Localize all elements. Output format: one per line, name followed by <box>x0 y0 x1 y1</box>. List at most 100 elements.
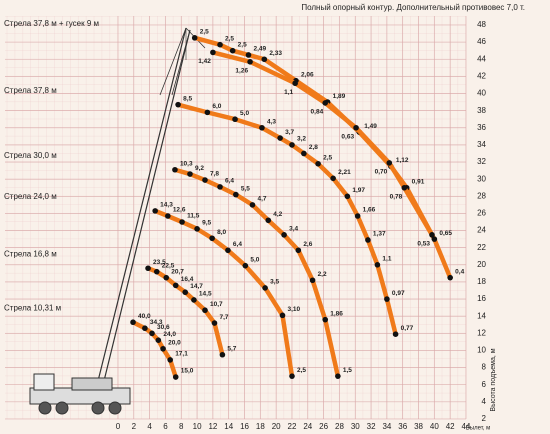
point-label: 2,8 <box>309 144 318 151</box>
y-tick-label: 32 <box>477 157 486 166</box>
boom-label: Стрела 37,8 м + гусек 9 м <box>4 19 99 28</box>
point <box>172 166 178 173</box>
point <box>211 320 218 326</box>
y-tick-label: 44 <box>477 54 486 63</box>
point <box>353 124 359 131</box>
point <box>175 101 181 108</box>
x-tick-label: 30 <box>351 422 360 431</box>
y-tick-label: 30 <box>477 174 486 183</box>
point <box>261 56 268 63</box>
point-label: 1,49 <box>364 123 377 130</box>
point <box>289 373 295 379</box>
y-tick-label: 38 <box>477 106 486 115</box>
point-label: 5,0 <box>240 110 249 117</box>
point <box>130 319 136 326</box>
point <box>330 175 336 182</box>
point-label: 7,7 <box>219 314 228 321</box>
point-label: 1,89 <box>333 93 346 100</box>
point <box>242 262 249 269</box>
point <box>289 142 295 148</box>
y-axis-label: Высота подъема, м <box>490 348 497 411</box>
point-label: 2,6 <box>303 241 312 248</box>
point <box>315 160 321 167</box>
y-tick-label: 4 <box>482 397 487 406</box>
point <box>210 49 216 56</box>
point <box>194 226 200 232</box>
point-label: 0,78 <box>390 193 403 200</box>
y-tick-label: 12 <box>477 328 486 337</box>
y-tick-label: 14 <box>477 311 486 320</box>
point <box>163 274 170 281</box>
point <box>279 312 286 319</box>
point <box>365 237 371 243</box>
y-tick-label: 42 <box>477 72 486 81</box>
point <box>167 357 173 363</box>
point-label: 4,7 <box>257 196 266 203</box>
point-label: 2,49 <box>254 46 267 53</box>
point-label: 9,2 <box>195 165 204 172</box>
x-tick-label: 14 <box>224 422 233 431</box>
point-label: 22,5 <box>162 262 175 269</box>
point <box>191 297 197 303</box>
y-tick-label: 10 <box>477 346 486 355</box>
point <box>217 41 223 48</box>
y-tick-label: 22 <box>477 243 486 252</box>
y-tick-label: 48 <box>477 20 486 29</box>
crane <box>29 27 206 415</box>
x-tick-label: 16 <box>240 422 249 431</box>
point-label: 2,21 <box>338 169 351 176</box>
x-tick-label: 22 <box>288 422 297 431</box>
y-tick-label: 20 <box>477 260 486 269</box>
point-label: 24,0 <box>163 331 176 338</box>
point-label: 14,7 <box>190 283 203 290</box>
point <box>401 184 408 191</box>
point-label: 1,26 <box>235 68 248 75</box>
point-label: 1,1 <box>284 89 293 96</box>
point-label: 40,0 <box>138 313 151 320</box>
point <box>160 345 166 352</box>
point <box>429 232 435 238</box>
point-label: 1,12 <box>396 157 409 164</box>
point <box>277 135 283 141</box>
point-label: 4,3 <box>267 119 276 126</box>
y-tick-label: 36 <box>477 123 486 132</box>
point <box>447 274 453 281</box>
point <box>187 171 193 177</box>
x-tick-label: 18 <box>256 422 265 431</box>
point <box>202 177 208 183</box>
point <box>217 184 223 190</box>
point <box>322 316 329 323</box>
y-tick-label: 2 <box>482 414 487 423</box>
point-label: 15,0 <box>181 368 194 375</box>
boom-label: Стрела 24,0 м <box>4 192 57 201</box>
point-label: 2,33 <box>269 50 282 57</box>
point-label: 30,6 <box>157 324 170 331</box>
point <box>374 262 381 268</box>
point-label: 4,2 <box>273 211 282 218</box>
point-label: 2,5 <box>297 367 306 374</box>
point <box>354 213 361 219</box>
point <box>204 109 211 116</box>
point <box>149 330 155 337</box>
point-label: 0,53 <box>417 241 430 248</box>
boom-label: Стрела 10,31 м <box>4 303 61 312</box>
point-label: 20,0 <box>168 339 181 346</box>
point-label: 1,5 <box>343 367 352 374</box>
point <box>386 160 393 166</box>
point-label: 17,1 <box>175 351 188 358</box>
point <box>179 219 185 225</box>
x-tick-label: 44 <box>462 422 471 431</box>
y-tick-label: 26 <box>477 209 486 218</box>
point <box>191 35 198 41</box>
point-label: 5,7 <box>227 345 236 352</box>
point <box>384 296 390 302</box>
curve <box>154 208 295 377</box>
point <box>259 124 265 131</box>
point-label: 0,70 <box>375 169 388 176</box>
point <box>155 337 162 344</box>
point <box>153 268 160 275</box>
point-label: 14,5 <box>199 291 212 298</box>
point <box>172 374 179 380</box>
y-tick-label: 28 <box>477 191 486 200</box>
point-label: 0,77 <box>401 325 414 332</box>
